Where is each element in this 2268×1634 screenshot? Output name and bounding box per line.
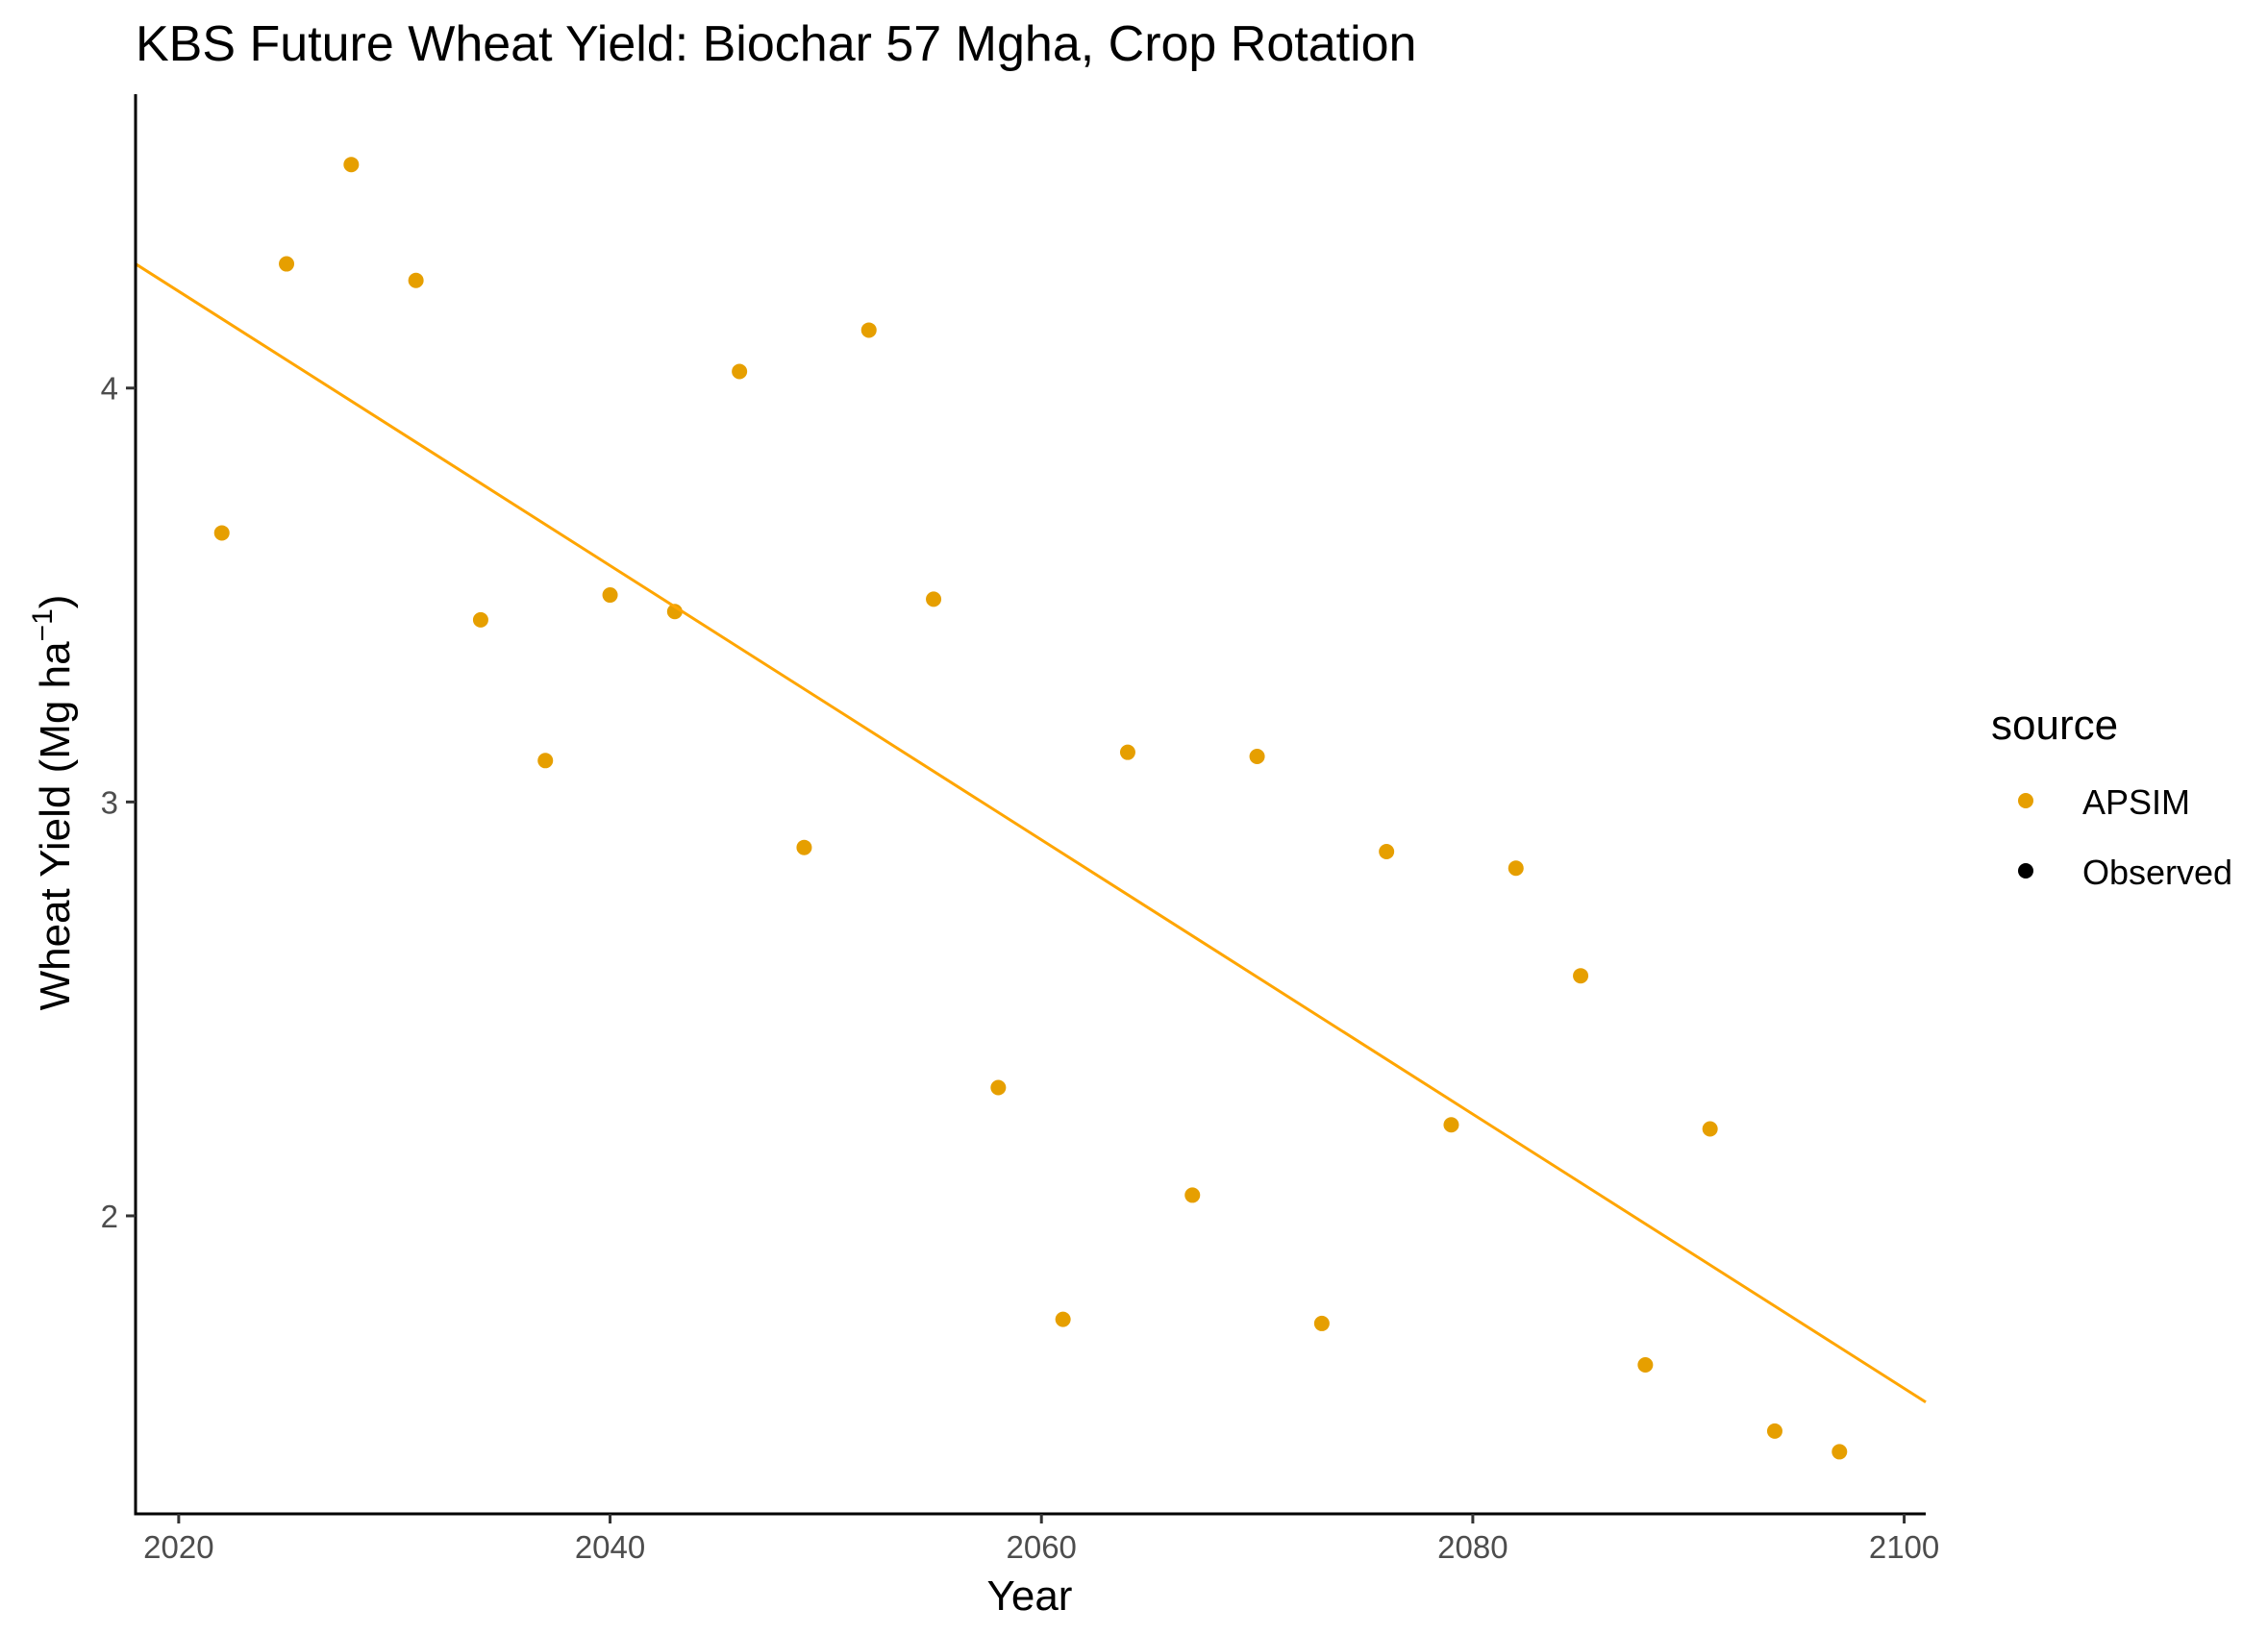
data-point [537, 753, 554, 769]
data-point [1702, 1121, 1718, 1137]
data-point [1443, 1117, 1459, 1133]
legend-key-apsim [2018, 793, 2033, 808]
data-point [1832, 1444, 1848, 1460]
y-axis-title-superscript: −1 [27, 608, 59, 641]
data-point [860, 322, 877, 338]
data-point [1766, 1423, 1782, 1439]
data-point [408, 272, 424, 288]
data-point [213, 525, 230, 541]
data-point [1055, 1311, 1071, 1327]
x-tick-label: 2040 [575, 1529, 645, 1565]
data-point [279, 256, 295, 272]
y-axis-title-close: ) [32, 595, 79, 609]
y-axis-title-main: Wheat Yield (Mg ha [32, 641, 79, 1010]
data-point [1119, 744, 1135, 760]
legend-label-observed: Observed [2082, 853, 2232, 892]
y-axis-title: Wheat Yield (Mg ha−1) [27, 595, 79, 1011]
data-point [796, 839, 812, 855]
data-point [1573, 968, 1589, 984]
data-point [926, 591, 942, 607]
x-axis-title: Year [987, 1572, 1073, 1620]
data-point [732, 363, 748, 380]
data-point [1508, 860, 1524, 877]
y-axis-ticks: 2 3 4 [101, 371, 136, 1234]
data-point [990, 1079, 1007, 1096]
x-tick-label: 2080 [1437, 1529, 1508, 1565]
data-point [1313, 1315, 1330, 1331]
y-tick-label: 3 [101, 784, 118, 820]
data-point [1249, 748, 1265, 764]
trend-line [135, 262, 1927, 1404]
data-point [1637, 1356, 1654, 1373]
x-tick-label: 2060 [1007, 1529, 1077, 1565]
legend-label-apsim: APSIM [2082, 782, 2190, 822]
chart-title: KBS Future Wheat Yield: Biochar 57 Mgha,… [136, 16, 1416, 72]
legend: source APSIM Observed [1991, 702, 2232, 892]
data-point [1184, 1187, 1201, 1203]
y-tick-label: 4 [101, 371, 118, 407]
x-axis-ticks: 2020 2040 2060 2080 2100 [143, 1514, 1939, 1565]
x-tick-label: 2100 [1869, 1529, 1939, 1565]
data-point [1379, 844, 1395, 860]
data-point [343, 157, 360, 173]
plot-area: 2020 2040 2060 2080 2100 2 3 4 [101, 94, 1939, 1565]
y-tick-label: 2 [101, 1199, 118, 1234]
data-points [213, 157, 1848, 1460]
legend-title: source [1991, 702, 2118, 749]
data-point [472, 611, 488, 628]
legend-key-observed [2018, 863, 2033, 879]
data-point [602, 587, 618, 604]
x-tick-label: 2020 [143, 1529, 213, 1565]
